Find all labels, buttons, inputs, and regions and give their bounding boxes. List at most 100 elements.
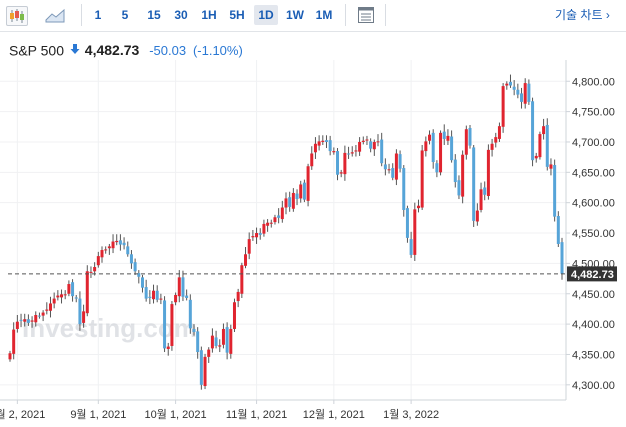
candle-body	[19, 319, 23, 321]
interval-1m-button[interactable]: 1M	[315, 8, 333, 22]
candle-body	[236, 291, 240, 302]
price-change-percent: (-1.10%)	[192, 42, 243, 58]
candle-body	[490, 143, 494, 150]
candle-body	[302, 182, 306, 200]
interval-1d-button[interactable]: 1D	[254, 5, 278, 25]
candle-body	[232, 302, 236, 329]
candle-body	[431, 132, 435, 162]
candle-body	[531, 101, 535, 161]
y-tick-label: 4,700.00	[572, 137, 615, 149]
candle-body	[306, 166, 310, 201]
candle-body	[442, 131, 446, 139]
interval-1w-button[interactable]: 1W	[286, 8, 304, 22]
candle-body	[398, 154, 402, 169]
current-price-marker	[567, 266, 617, 282]
candle-body	[229, 328, 233, 354]
divider	[0, 31, 626, 32]
divider	[345, 4, 346, 26]
candle-body	[457, 180, 461, 196]
area-chart-type-icon[interactable]	[44, 6, 66, 24]
candle-body	[111, 241, 115, 249]
candle-body	[126, 246, 130, 255]
candle-body	[12, 329, 16, 354]
candle-body	[428, 134, 432, 141]
candle-body	[310, 153, 314, 167]
candle-body	[483, 187, 487, 195]
candle-body	[387, 169, 391, 171]
candle-body	[218, 345, 222, 347]
candle-body	[199, 350, 203, 385]
candle-body	[380, 139, 384, 164]
candle-body	[181, 277, 185, 297]
candle-body	[163, 300, 167, 349]
candle-body	[494, 137, 498, 143]
candle-body	[464, 129, 468, 155]
candle-body	[324, 140, 328, 142]
candle-body	[475, 210, 479, 222]
candle-body	[383, 164, 387, 170]
candle-body	[60, 294, 64, 298]
candle-body	[244, 254, 248, 266]
candle-body	[527, 83, 531, 102]
candle-body	[450, 136, 454, 161]
candle-body	[468, 128, 472, 146]
candle-body	[336, 151, 340, 175]
y-tick-label: 4,550.00	[572, 228, 615, 240]
candle-body	[347, 153, 351, 155]
candle-body	[41, 312, 45, 316]
candlestick-chart-type-icon[interactable]	[6, 6, 28, 26]
divider	[385, 4, 386, 26]
y-tick-label: 4,300.00	[572, 380, 615, 392]
candle-body	[159, 298, 163, 300]
candle-body	[196, 331, 200, 353]
candle-body	[71, 282, 75, 297]
candle-body	[479, 189, 483, 210]
interval-5-button[interactable]: 5	[121, 8, 129, 22]
candle-body	[280, 207, 284, 220]
candle-body	[93, 267, 97, 272]
candle-body	[129, 254, 133, 264]
candle-body	[221, 328, 225, 345]
candle-body	[155, 290, 159, 300]
investing-watermark: Investing.com	[22, 313, 197, 343]
candle-body	[291, 192, 295, 209]
interval-1-button[interactable]: 1	[94, 8, 102, 22]
candle-body	[8, 353, 12, 360]
interval-5h-button[interactable]: 5H	[229, 8, 245, 22]
quote-header: S&P 500 4,482.73 -50.03 (-1.10%)	[9, 41, 243, 58]
candle-body	[100, 250, 104, 258]
candle-body	[107, 246, 111, 249]
candle-body	[188, 299, 192, 329]
interval-1h-button[interactable]: 1H	[201, 8, 217, 22]
x-tick-label: 8월 2, 2021	[0, 408, 45, 421]
y-tick-label: 4,350.00	[572, 349, 615, 361]
candle-body	[505, 83, 509, 86]
candle-body	[277, 215, 281, 218]
x-tick-label: 12월 1, 2021	[303, 408, 365, 421]
candle-body	[486, 149, 490, 196]
candle-body	[394, 153, 398, 180]
candle-body	[313, 143, 317, 153]
price-chart[interactable]: Investing.com 4,300.00 4,350.00 4,400.00 4,…	[0, 60, 626, 427]
price-change: -50.03	[149, 42, 187, 58]
interval-15-button[interactable]: 15	[147, 8, 161, 22]
technical-chart-link[interactable]: 기술 차트 ›	[555, 8, 610, 22]
candle-body	[177, 277, 181, 297]
candle-body	[140, 277, 144, 288]
y-tick-label: 4,600.00	[572, 198, 615, 210]
candle-body	[284, 198, 288, 208]
candle-body	[115, 240, 119, 243]
candle-body	[247, 239, 251, 254]
candle-body	[96, 256, 100, 266]
candle-body	[497, 126, 501, 139]
candle-body	[553, 165, 557, 217]
table-view-icon[interactable]	[356, 5, 376, 25]
down-arrow-icon	[70, 42, 80, 58]
candle-body	[48, 303, 52, 311]
candle-body	[339, 172, 343, 174]
candle-body	[148, 296, 152, 298]
candle-body	[137, 273, 141, 277]
interval-30-button[interactable]: 30	[174, 8, 188, 22]
candle-body	[328, 140, 332, 152]
candle-body	[402, 168, 406, 210]
